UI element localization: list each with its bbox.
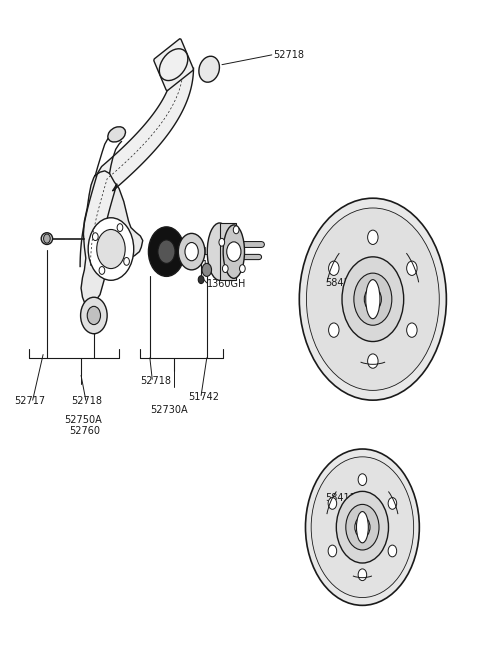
Circle shape xyxy=(99,267,105,275)
Circle shape xyxy=(305,449,420,605)
FancyBboxPatch shape xyxy=(154,39,193,91)
Circle shape xyxy=(407,323,417,337)
Circle shape xyxy=(358,474,367,486)
Ellipse shape xyxy=(357,512,368,543)
Ellipse shape xyxy=(223,225,244,279)
Ellipse shape xyxy=(108,127,125,142)
Text: 58411D: 58411D xyxy=(325,278,364,288)
Circle shape xyxy=(148,227,184,277)
Circle shape xyxy=(311,457,414,598)
Circle shape xyxy=(388,545,396,557)
Circle shape xyxy=(44,234,50,243)
Circle shape xyxy=(354,273,392,325)
Circle shape xyxy=(336,491,388,563)
Text: 1123SF: 1123SF xyxy=(202,246,239,257)
Text: 51742: 51742 xyxy=(188,392,219,402)
Circle shape xyxy=(300,198,446,400)
Circle shape xyxy=(227,242,241,261)
Circle shape xyxy=(306,208,439,390)
Text: 52750A: 52750A xyxy=(64,415,102,424)
Text: 1120NW: 1120NW xyxy=(202,260,244,269)
Text: 52718: 52718 xyxy=(140,376,171,386)
Circle shape xyxy=(222,265,228,273)
Circle shape xyxy=(364,288,382,311)
Text: 52718: 52718 xyxy=(72,396,103,407)
Circle shape xyxy=(88,217,134,281)
FancyBboxPatch shape xyxy=(219,223,236,281)
Circle shape xyxy=(185,242,198,261)
Text: 52718: 52718 xyxy=(273,50,304,60)
Circle shape xyxy=(407,261,417,275)
Circle shape xyxy=(202,263,212,277)
Ellipse shape xyxy=(207,223,232,281)
Circle shape xyxy=(81,297,107,334)
Text: 52760: 52760 xyxy=(69,426,100,436)
Circle shape xyxy=(240,265,245,273)
Text: 58411C: 58411C xyxy=(325,493,363,503)
Ellipse shape xyxy=(366,280,380,319)
Circle shape xyxy=(342,257,404,342)
Circle shape xyxy=(328,545,336,557)
Circle shape xyxy=(233,226,239,234)
Circle shape xyxy=(198,276,204,284)
Text: 1360GH: 1360GH xyxy=(207,279,246,289)
Circle shape xyxy=(179,233,205,270)
Circle shape xyxy=(329,261,339,275)
Circle shape xyxy=(158,240,175,263)
Circle shape xyxy=(355,517,370,537)
Circle shape xyxy=(93,233,98,240)
Circle shape xyxy=(96,229,125,269)
Polygon shape xyxy=(80,68,193,267)
Text: 52730A: 52730A xyxy=(150,405,188,415)
Circle shape xyxy=(388,497,396,509)
Circle shape xyxy=(124,258,130,265)
Text: 52717: 52717 xyxy=(14,396,46,407)
Circle shape xyxy=(368,354,378,368)
Circle shape xyxy=(328,497,336,509)
Circle shape xyxy=(346,505,379,550)
Circle shape xyxy=(219,238,225,246)
Circle shape xyxy=(87,306,100,325)
Ellipse shape xyxy=(199,57,219,82)
Circle shape xyxy=(117,223,123,231)
Circle shape xyxy=(368,230,378,244)
Circle shape xyxy=(329,323,339,337)
Ellipse shape xyxy=(159,49,188,81)
Polygon shape xyxy=(81,171,143,307)
Ellipse shape xyxy=(41,233,53,244)
Circle shape xyxy=(358,569,367,581)
